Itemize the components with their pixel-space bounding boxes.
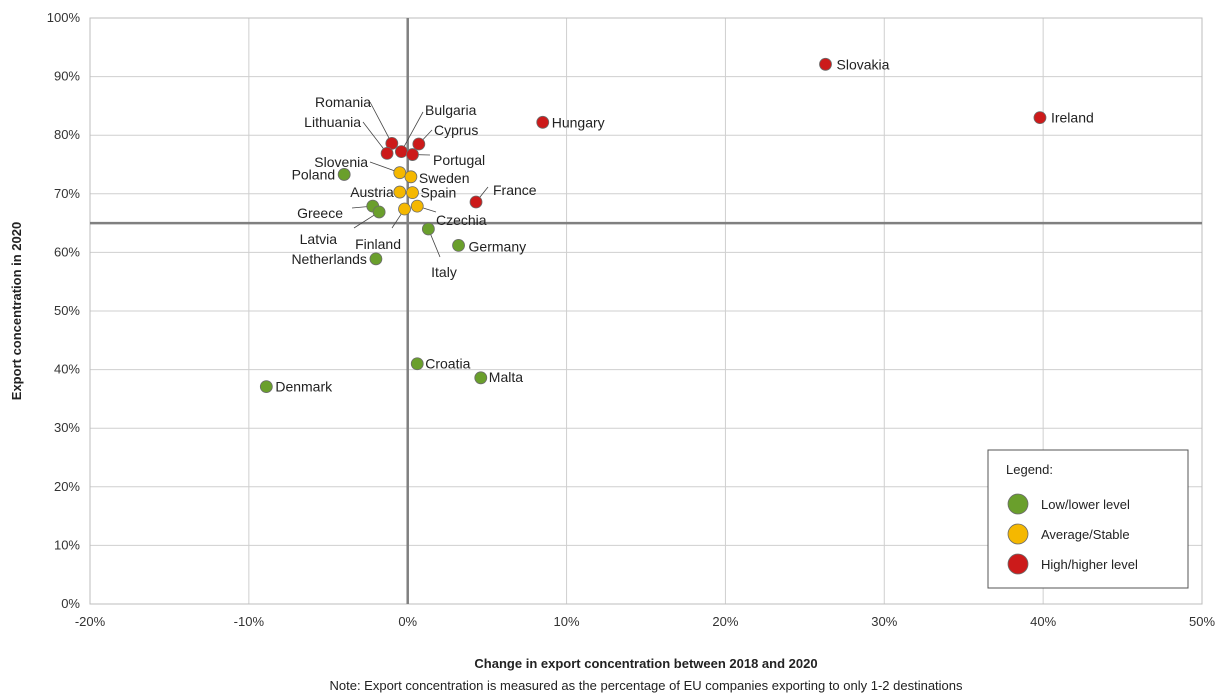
data-points: [259, 57, 1047, 393]
y-tick-label: 40%: [54, 362, 80, 377]
point-spain: [406, 186, 419, 200]
reference-lines: [90, 18, 1202, 604]
legend-label-average-stable: Average/Stable: [1041, 527, 1130, 542]
chart-note: Note: Export concentration is measured a…: [329, 678, 963, 693]
legend-label-high-higher-level: High/higher level: [1041, 557, 1138, 572]
leader-lithuania: [362, 121, 388, 154]
x-tick-label: 20%: [712, 614, 738, 629]
point-denmark: [259, 380, 273, 393]
x-tick-label: 30%: [871, 614, 897, 629]
label-netherlands: Netherlands: [291, 251, 367, 267]
label-slovenia: Slovenia: [314, 154, 368, 170]
leader-romania: [369, 101, 393, 144]
label-france: France: [493, 182, 537, 198]
point-slovakia: [819, 57, 832, 71]
legend: Legend: Low/lower level Average/Stable Hig…: [987, 449, 1189, 589]
y-tick-label: 0%: [61, 596, 80, 611]
point-portugal: [406, 148, 419, 161]
point-sweden: [404, 170, 418, 184]
legend-marker-high-higher-level: [1007, 553, 1029, 575]
x-tick-label: -10%: [234, 614, 265, 629]
point-hungary: [536, 115, 550, 129]
y-tick-label: 30%: [54, 420, 80, 435]
y-axis-title: Export concentration in 2020: [9, 222, 24, 400]
x-tick-label: 0%: [398, 614, 417, 629]
legend-label-low-lower-level: Low/lower level: [1041, 497, 1130, 512]
label-denmark: Denmark: [275, 379, 333, 395]
label-sweden: Sweden: [419, 170, 470, 186]
x-axis-title: Change in export concentration between 2…: [474, 656, 817, 671]
label-italy: Italy: [431, 264, 457, 280]
point-czechia: [410, 199, 424, 213]
x-tick-label: 50%: [1189, 614, 1215, 629]
leader-bulgaria: [401, 111, 424, 152]
x-tick-label: 40%: [1030, 614, 1056, 629]
label-croatia: Croatia: [425, 356, 470, 372]
point-labels: Slovakia Ireland Hungary Romania Bulgaria Lit…: [275, 56, 1093, 394]
point-slovenia: [393, 166, 407, 180]
legend-marker-low-lower-level: [1007, 493, 1029, 515]
label-ireland: Ireland: [1051, 110, 1094, 126]
label-bulgaria: Bulgaria: [425, 102, 477, 118]
legend-marker-average-stable: [1007, 523, 1029, 545]
point-bulgaria: [394, 145, 408, 159]
label-poland: Poland: [292, 166, 336, 182]
y-axis-ticks: 0% 10% 20% 30% 40% 50% 60% 70% 80% 90% 100%: [47, 10, 81, 611]
point-austria: [393, 185, 407, 199]
label-cyprus: Cyprus: [434, 122, 478, 138]
label-spain: Spain: [420, 185, 456, 201]
point-netherlands: [369, 252, 383, 266]
point-lithuania: [380, 146, 394, 160]
x-tick-label: -20%: [75, 614, 106, 629]
y-tick-label: 60%: [54, 244, 80, 259]
y-tick-label: 10%: [54, 537, 80, 552]
label-austria: Austria: [350, 184, 394, 200]
y-tick-label: 80%: [54, 127, 80, 142]
plot-border: [89, 17, 1203, 605]
x-axis-ticks: -20% -10% 0% 10% 20% 30% 40% 50%: [75, 614, 1216, 629]
point-latvia: [372, 205, 386, 219]
y-tick-label: 50%: [54, 303, 80, 318]
y-tick-label: 20%: [54, 479, 80, 494]
y-tick-label: 90%: [54, 69, 80, 84]
y-tick-label: 70%: [54, 186, 80, 201]
y-tick-label: 100%: [47, 10, 81, 25]
label-latvia: Latvia: [300, 231, 338, 247]
label-czechia: Czechia: [436, 212, 487, 228]
label-greece: Greece: [297, 205, 343, 221]
label-lithuania: Lithuania: [304, 114, 361, 130]
legend-title: Legend:: [1006, 462, 1053, 477]
x-tick-label: 10%: [554, 614, 580, 629]
point-germany: [452, 238, 465, 252]
point-cyprus: [412, 137, 426, 151]
point-croatia: [410, 357, 424, 371]
label-germany: Germany: [469, 238, 527, 254]
label-finland: Finland: [355, 236, 401, 252]
point-italy: [421, 222, 435, 236]
label-hungary: Hungary: [552, 114, 605, 130]
label-malta: Malta: [489, 369, 523, 385]
point-france: [469, 195, 483, 209]
point-poland: [337, 168, 351, 181]
label-portugal: Portugal: [433, 152, 485, 168]
point-finland: [398, 202, 411, 216]
point-malta: [474, 371, 488, 385]
label-romania: Romania: [315, 94, 371, 110]
label-slovakia: Slovakia: [837, 56, 890, 72]
point-ireland: [1033, 111, 1047, 125]
